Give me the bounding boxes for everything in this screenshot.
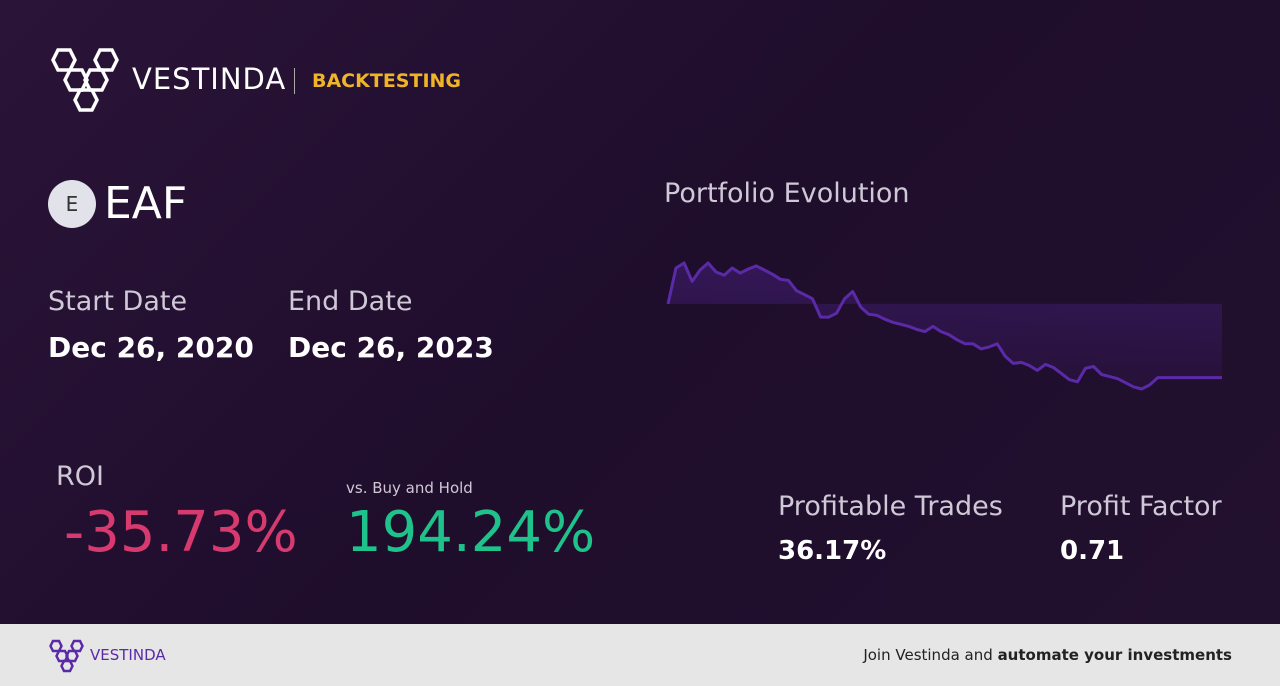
- compare-value: 194.24%: [346, 500, 596, 565]
- stat-value: 0.71: [1060, 536, 1125, 566]
- section: BACKTESTING: [312, 70, 462, 92]
- area: [668, 263, 1222, 389]
- footer-brand: VESTINDA: [90, 646, 166, 664]
- divider: [294, 68, 295, 94]
- chart: [666, 261, 1222, 391]
- stat-label: Profitable Trades: [778, 491, 1003, 522]
- logo: [51, 48, 119, 112]
- footer-cta: Join Vestinda and automate your investme…: [863, 646, 1232, 664]
- end-label: End Date: [288, 286, 413, 317]
- card: VESTINDA BACKTESTING E EAF Start Date De…: [0, 0, 1280, 624]
- stat-value: 36.17%: [778, 536, 887, 566]
- ticker-icon: E: [48, 180, 96, 228]
- brand: VESTINDA: [132, 62, 287, 96]
- ticker-symbol: EAF: [104, 178, 188, 229]
- roi-value: -35.73%: [64, 500, 298, 565]
- chart-title: Portfolio Evolution: [664, 178, 910, 209]
- cta-bold: automate your investments: [997, 646, 1232, 664]
- start-label: Start Date: [48, 286, 188, 317]
- footer: VESTINDA Join Vestinda and automate your…: [0, 624, 1280, 686]
- start-date: Dec 26, 2020: [48, 331, 254, 364]
- compare-label: vs. Buy and Hold: [346, 479, 473, 497]
- stat-label: Profit Factor: [1060, 491, 1222, 522]
- roi-label: ROI: [56, 461, 104, 492]
- footer-logo: [49, 639, 84, 673]
- line: [666, 261, 1222, 391]
- end-date: Dec 26, 2023: [288, 331, 494, 364]
- cta-text: Join Vestinda and: [863, 646, 993, 664]
